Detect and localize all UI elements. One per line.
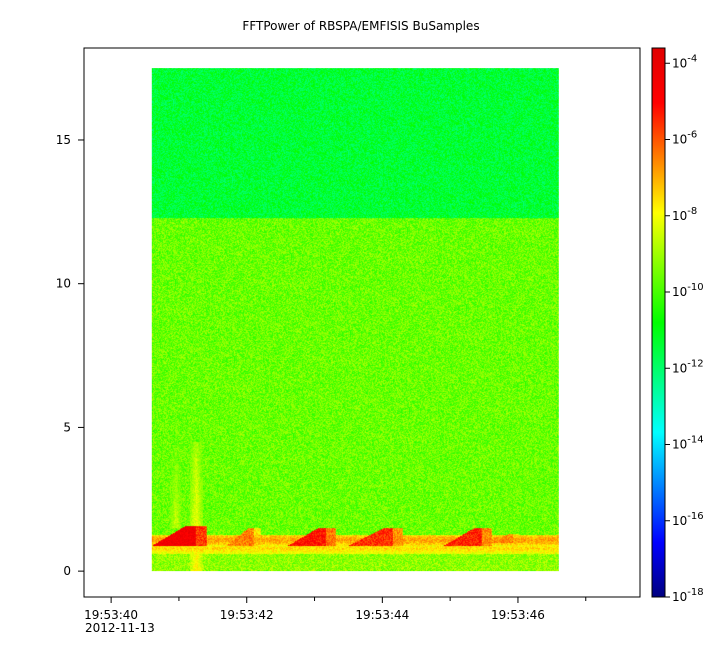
colorbar-tick-label: 10-10 [672, 282, 704, 299]
y-axis: 0 5 10 15 [56, 133, 84, 578]
colorbar-tick-label: 10-8 [672, 206, 697, 223]
chart-title: FFTPower of RBSPA/EMFISIS BuSamples [242, 19, 479, 33]
colorbar-axis: 10-18 10-16 10-14 10-12 10-10 10-8 10-6 10-4 [665, 53, 704, 604]
colorbar-tick-label: 10-4 [672, 53, 697, 70]
colorbar [651, 47, 666, 598]
x-tick-label: 19:53:40 [84, 608, 138, 622]
x-tick-label: 19:53:44 [355, 608, 409, 622]
x-axis: 19:53:40 19:53:42 19:53:44 19:53:46 [84, 597, 587, 622]
x-tick-label: 19:53:46 [491, 608, 545, 622]
colorbar-tick-label: 10-18 [672, 587, 704, 604]
y-tick-label: 5 [63, 420, 71, 434]
heatmap-image [151, 68, 559, 572]
colorbar-tick-label: 10-16 [672, 511, 704, 528]
heatmap-raster [151, 68, 559, 572]
y-tick-label: 10 [56, 277, 71, 291]
x-date-label: 2012-11-13 [85, 621, 155, 635]
colorbar-tick-label: 10-14 [672, 435, 704, 452]
colorbar-tick-label: 10-12 [672, 358, 704, 375]
colorbar-tick-label: 10-6 [672, 130, 697, 147]
y-tick-label: 0 [63, 564, 71, 578]
x-tick-label: 19:53:42 [220, 608, 274, 622]
y-tick-label: 15 [56, 133, 71, 147]
